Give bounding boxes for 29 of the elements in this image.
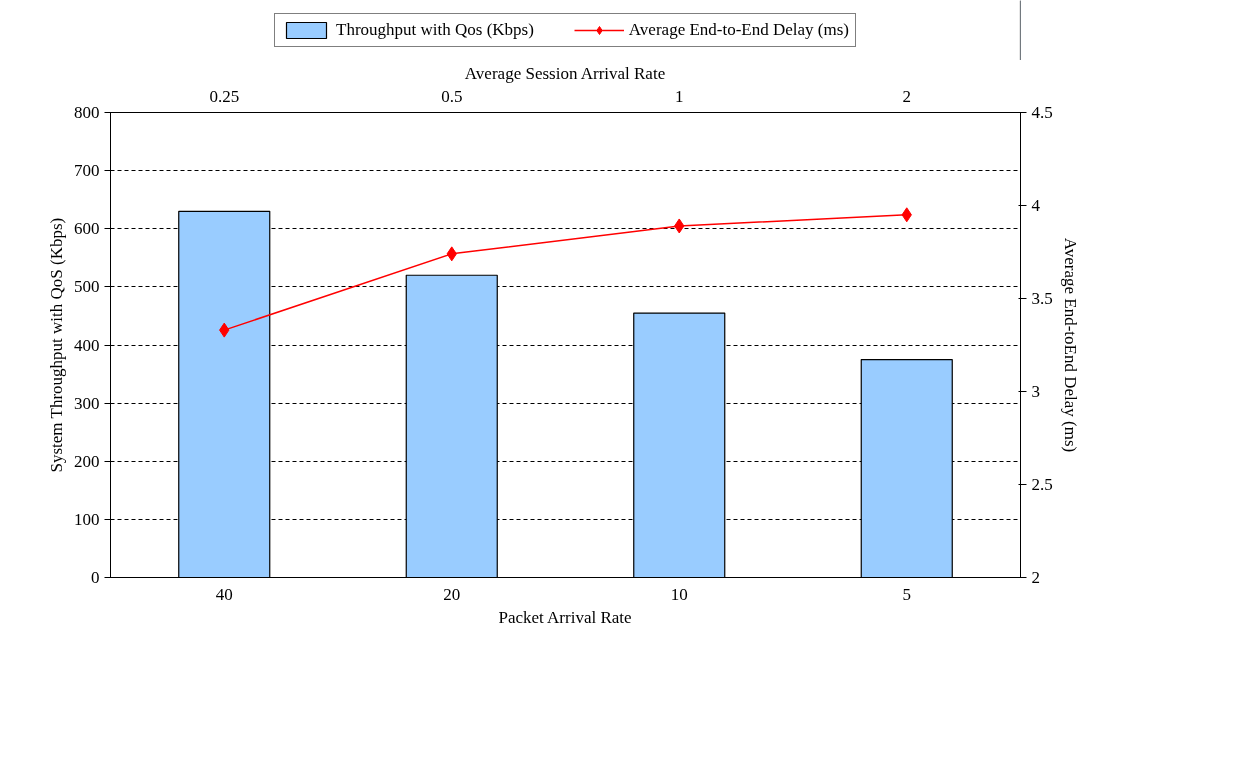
x-tick-label: 10 (670, 584, 688, 604)
x-axis-title: Packet Arrival Rate (498, 607, 632, 627)
y2-axis-title: Average End-toEnd Delay (ms) (1060, 237, 1080, 453)
y-tick-label: 300 (74, 393, 100, 413)
y2-tick-label: 4 (1031, 196, 1041, 215)
y-tick-label: 500 (74, 277, 100, 297)
y-tick-label: 100 (74, 509, 100, 529)
y2-tick-label: 3 (1031, 382, 1040, 401)
y2-tick-label: 4.5 (1031, 103, 1053, 122)
y-tick-label: 800 (74, 103, 100, 122)
y-tick-label: 0 (91, 568, 100, 587)
y-tick-label: 400 (74, 335, 100, 355)
y2-tick-label: 2 (1031, 568, 1040, 587)
y2-tick-label: 3.5 (1031, 289, 1053, 308)
x2-axis-title: Average Session Arrival Rate (464, 63, 666, 83)
text: 0.25 (209, 86, 240, 106)
legend-label: Average End-to-End Delay (ms) (628, 20, 849, 40)
y-tick-label: 200 (74, 451, 100, 471)
text: 1 (675, 86, 684, 106)
x-tick-label: 20 (443, 584, 461, 604)
text: 0.5 (441, 86, 463, 106)
y2-tick-label: 2.5 (1031, 475, 1053, 494)
legend-label: Throughput with Qos (Kbps) (336, 20, 534, 40)
x-tick-label: 5 (902, 584, 911, 604)
x-tick-label: 40 (215, 584, 233, 604)
text: 2 (902, 86, 911, 106)
y-tick-label: 600 (74, 219, 100, 239)
y-axis-title: System Throughput with QoS (Kbps) (47, 217, 66, 473)
y-tick-label: 700 (74, 161, 100, 181)
